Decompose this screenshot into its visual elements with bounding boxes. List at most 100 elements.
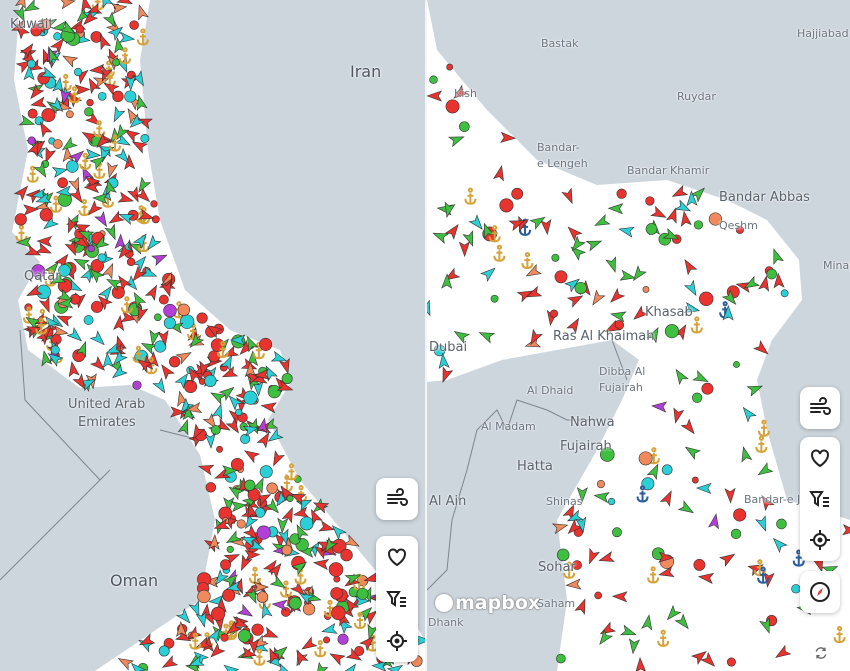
anchored-vessel-marker[interactable] bbox=[285, 463, 298, 481]
vessel-marker[interactable] bbox=[264, 498, 282, 516]
vessel-marker[interactable] bbox=[12, 5, 29, 23]
vessel-marker[interactable] bbox=[665, 207, 681, 224]
vessel-marker[interactable] bbox=[431, 229, 449, 244]
anchored-vessel-marker[interactable] bbox=[323, 599, 336, 617]
vessel-marker[interactable] bbox=[132, 231, 150, 250]
vessel-marker[interactable] bbox=[158, 362, 175, 380]
vessel-marker[interactable] bbox=[677, 500, 696, 517]
vessel-marker[interactable] bbox=[105, 275, 123, 291]
map-canvas[interactable] bbox=[0, 0, 425, 671]
vessel-marker[interactable] bbox=[769, 247, 784, 265]
vessel-marker[interactable] bbox=[117, 210, 135, 225]
vessel-marker[interactable] bbox=[722, 304, 734, 321]
mapbox-logo[interactable]: mapbox bbox=[435, 592, 540, 614]
vessel-marker[interactable] bbox=[135, 176, 152, 194]
vessel-marker[interactable] bbox=[452, 327, 470, 344]
vessel-marker[interactable] bbox=[277, 483, 295, 502]
vessel-marker[interactable] bbox=[211, 403, 226, 421]
stationary-vessel-marker[interactable] bbox=[354, 646, 365, 656]
vessel-marker[interactable] bbox=[116, 0, 134, 8]
stationary-vessel-marker[interactable] bbox=[129, 20, 139, 30]
stationary-vessel-marker[interactable] bbox=[27, 136, 36, 145]
split-divider[interactable] bbox=[425, 0, 427, 671]
vessel-marker[interactable] bbox=[50, 36, 67, 54]
vessel-marker[interactable] bbox=[658, 551, 675, 563]
vessel-marker[interactable] bbox=[185, 402, 203, 415]
stationary-vessel-marker[interactable] bbox=[708, 212, 722, 226]
vessel-marker[interactable] bbox=[114, 233, 126, 250]
stationary-vessel-marker[interactable] bbox=[204, 374, 217, 388]
anchored-vessel-marker[interactable] bbox=[59, 73, 72, 92]
stationary-vessel-marker[interactable] bbox=[53, 32, 62, 41]
stationary-vessel-marker[interactable] bbox=[169, 356, 181, 368]
anchored-vessel-marker[interactable] bbox=[488, 225, 501, 243]
vessel-marker[interactable] bbox=[318, 520, 335, 534]
vessel-marker[interactable] bbox=[342, 661, 359, 671]
stationary-vessel-marker[interactable] bbox=[124, 90, 137, 103]
vessel-marker[interactable] bbox=[585, 236, 603, 252]
vessel-marker[interactable] bbox=[85, 111, 103, 129]
vessel-marker[interactable] bbox=[98, 284, 115, 302]
vessel-marker[interactable] bbox=[442, 201, 456, 218]
vessel-marker[interactable] bbox=[770, 535, 788, 553]
vessel-marker[interactable] bbox=[202, 412, 220, 431]
vessel-marker[interactable] bbox=[77, 227, 95, 243]
stationary-vessel-marker[interactable] bbox=[551, 253, 560, 262]
stationary-vessel-marker[interactable] bbox=[236, 519, 246, 529]
stationary-vessel-marker[interactable] bbox=[163, 638, 175, 649]
stationary-vessel-marker[interactable] bbox=[87, 244, 95, 253]
stationary-vessel-marker[interactable] bbox=[158, 294, 169, 305]
vessel-marker[interactable] bbox=[278, 357, 293, 375]
anchored-vessel-marker[interactable] bbox=[26, 165, 39, 183]
vessel-marker[interactable] bbox=[160, 280, 175, 298]
vessel-marker[interactable] bbox=[226, 393, 244, 411]
vessel-marker[interactable] bbox=[635, 656, 647, 671]
stationary-vessel-marker[interactable] bbox=[288, 596, 302, 610]
vessel-marker[interactable] bbox=[22, 0, 40, 15]
map-canvas[interactable] bbox=[427, 0, 850, 671]
stationary-vessel-marker[interactable] bbox=[256, 591, 269, 603]
vessel-marker[interactable] bbox=[364, 623, 379, 641]
stationary-vessel-marker[interactable] bbox=[30, 25, 42, 37]
stationary-vessel-marker[interactable] bbox=[237, 629, 252, 643]
vessel-marker[interactable] bbox=[134, 94, 148, 111]
vessel-marker[interactable] bbox=[672, 367, 689, 385]
vessel-marker[interactable] bbox=[650, 205, 668, 222]
vessel-marker[interactable] bbox=[226, 483, 245, 500]
stationary-vessel-marker[interactable] bbox=[112, 90, 124, 103]
vessel-marker[interactable] bbox=[605, 256, 620, 273]
vessel-marker[interactable] bbox=[113, 123, 130, 142]
vessel-marker[interactable] bbox=[189, 423, 206, 441]
vessel-marker[interactable] bbox=[277, 517, 289, 534]
vessel-marker[interactable] bbox=[23, 64, 35, 81]
vessel-marker[interactable] bbox=[719, 550, 737, 567]
anchored-vessel-marker[interactable] bbox=[120, 296, 133, 314]
vessel-marker[interactable] bbox=[26, 323, 43, 338]
vessel-marker[interactable] bbox=[565, 578, 582, 590]
anchored-vessel-marker[interactable] bbox=[563, 561, 576, 579]
vessel-marker[interactable] bbox=[224, 530, 243, 547]
vessel-marker[interactable] bbox=[152, 377, 169, 395]
vessel-marker[interactable] bbox=[566, 316, 583, 334]
anchored-vessel-marker[interactable] bbox=[189, 632, 202, 650]
vessel-marker[interactable] bbox=[674, 199, 692, 215]
vessel-marker[interactable] bbox=[762, 571, 775, 588]
vessel-marker[interactable] bbox=[442, 267, 461, 284]
stationary-vessel-marker[interactable] bbox=[286, 495, 294, 503]
vessel-marker[interactable] bbox=[281, 506, 297, 524]
anchored-vessel-marker[interactable] bbox=[44, 269, 57, 287]
anchored-vessel-marker[interactable] bbox=[78, 199, 91, 217]
anchored-vessel-marker[interactable] bbox=[353, 611, 366, 630]
heart-icon[interactable] bbox=[808, 446, 832, 470]
vessel-marker[interactable] bbox=[35, 192, 52, 207]
vessel-marker[interactable] bbox=[641, 614, 654, 631]
vessel-marker[interactable] bbox=[138, 633, 156, 649]
vessel-marker[interactable] bbox=[115, 273, 132, 292]
vessel-marker[interactable] bbox=[252, 476, 268, 494]
vessel-marker[interactable] bbox=[59, 0, 76, 10]
vessel-marker[interactable] bbox=[36, 235, 53, 248]
stationary-vessel-marker[interactable] bbox=[328, 562, 344, 577]
vessel-marker[interactable] bbox=[758, 493, 775, 512]
vessel-marker[interactable] bbox=[271, 599, 288, 611]
anchored-vessel-marker[interactable] bbox=[521, 252, 534, 270]
